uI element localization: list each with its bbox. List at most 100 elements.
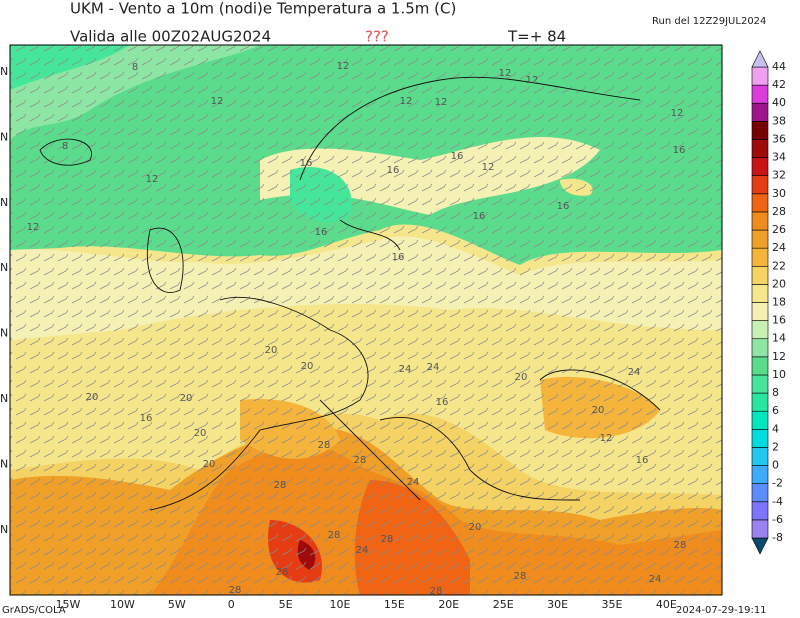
lat-label: N [0, 327, 8, 340]
colorbar-label: 4 [772, 422, 779, 435]
colorbar-cell [751, 102, 769, 122]
colorbar-label: -6 [772, 513, 783, 526]
colorbar-cell [751, 429, 769, 448]
colorbar-cell [751, 356, 769, 376]
colorbar-label: 8 [772, 386, 779, 399]
contour-label: 20 [203, 459, 216, 470]
colorbar-label: 32 [772, 169, 786, 182]
colorbar-label: -4 [772, 495, 783, 508]
colorbar-label: -2 [772, 477, 783, 490]
contour-label: 16 [451, 151, 464, 162]
contour-label: 16 [315, 227, 328, 238]
contour-label: 28 [274, 480, 287, 491]
contour-label: 12 [499, 68, 512, 79]
lat-label: N [0, 523, 8, 536]
colorbar-label: 28 [772, 205, 786, 218]
lon-label: 20E [438, 598, 459, 611]
contour-label: 24 [399, 364, 412, 375]
contour-label: 28 [276, 567, 289, 578]
colorbar-label: 12 [772, 350, 786, 363]
colorbar-label: 10 [772, 368, 786, 381]
contour-label: 28 [514, 571, 527, 582]
colorbar-label: 16 [772, 314, 786, 327]
colorbar-cell [751, 211, 769, 231]
lon-label: 5E [279, 598, 293, 611]
contour-label: 16 [387, 165, 400, 176]
contour-label: 8 [132, 62, 138, 73]
flag: ??? [365, 28, 389, 46]
contour-label: 12 [146, 174, 159, 185]
axes: 15W 10W 5W 0 5E 10E 15E 20E 25E 30E 35E 40E N N N N N N N N [0, 65, 677, 611]
colorbar-cell [751, 139, 769, 158]
lon-label: 10W [110, 598, 135, 611]
colorbar-cell [751, 175, 769, 195]
colorbar-cell [751, 66, 769, 86]
contour-label: 12 [526, 75, 539, 86]
contour-label: 16 [636, 455, 649, 466]
colorbar-label: 36 [772, 132, 786, 145]
colorbar-cell [751, 338, 769, 358]
contour-label: 24 [628, 367, 641, 378]
lon-label: 15E [384, 598, 405, 611]
colorbar-label: 34 [772, 151, 786, 164]
colorbar: -8-6-4-202468101214161820222426283032343… [751, 50, 786, 555]
colorbar-cell [751, 157, 769, 176]
contour-label: 24 [407, 477, 420, 488]
colorbar-label: 44 [772, 60, 786, 73]
colorbar-cell [751, 465, 769, 484]
contour-label: 12 [600, 433, 613, 444]
map-frame [9, 44, 723, 596]
lon-label: 25E [493, 598, 514, 611]
contour-label: 28 [430, 586, 443, 597]
lon-label: 15W [56, 598, 81, 611]
colorbar-cell [751, 247, 769, 267]
colorbar-cell [751, 501, 769, 521]
contour-label: 20 [180, 393, 193, 404]
colorbar-label: 30 [772, 187, 786, 200]
colorbar-cell [751, 193, 769, 213]
contour-label: 20 [592, 405, 605, 416]
contour-label: 24 [427, 362, 440, 373]
contour-label: 12 [435, 97, 448, 108]
contour-label: 12 [211, 96, 224, 107]
contour-label: 28 [381, 534, 394, 545]
colorbar-cell [751, 320, 769, 340]
contour-label: 16 [673, 145, 686, 156]
colorbar-label: 6 [772, 404, 779, 417]
colorbar-cell [751, 302, 769, 321]
contour-label: 20 [301, 361, 314, 372]
run: Run del 12Z29JUL2024 [652, 16, 766, 27]
lon-label: 10E [330, 598, 351, 611]
contour-label: 16 [392, 252, 405, 263]
colorbar-cell [751, 121, 769, 140]
lat-label: N [0, 457, 8, 470]
contour-label: 16 [300, 158, 313, 169]
colorbar-label: 24 [772, 241, 786, 254]
valid-time: Valida alle 00Z02AUG2024 [70, 28, 271, 46]
lat-label: N [0, 196, 8, 209]
contour-label: 8 [62, 141, 68, 152]
contour-label: 12 [400, 96, 413, 107]
footer-right: 2024-07-29-19:11 [676, 605, 767, 616]
contour-label: 20 [86, 392, 99, 403]
contour-label: 20 [515, 372, 528, 383]
contour-label: 20 [265, 345, 278, 356]
lon-label: 30E [547, 598, 568, 611]
contour-label: 28 [229, 585, 242, 596]
contour-label: 12 [27, 222, 40, 233]
lon-label: 40E [656, 598, 677, 611]
contour-label: 28 [674, 540, 687, 551]
colorbar-cell [751, 374, 769, 394]
colorbar-label: 14 [772, 332, 786, 345]
colorbar-label: 20 [772, 277, 786, 290]
colorbar-bottom [751, 537, 769, 555]
contour-label: 28 [318, 440, 331, 451]
colorbar-cell [751, 483, 769, 503]
contour-label: 16 [140, 413, 153, 424]
colorbar-cell [751, 265, 769, 285]
lon-label: 0 [228, 598, 235, 611]
contour-label: 16 [436, 397, 449, 408]
contour-label: 16 [473, 211, 486, 222]
contour-label: 28 [328, 530, 341, 541]
